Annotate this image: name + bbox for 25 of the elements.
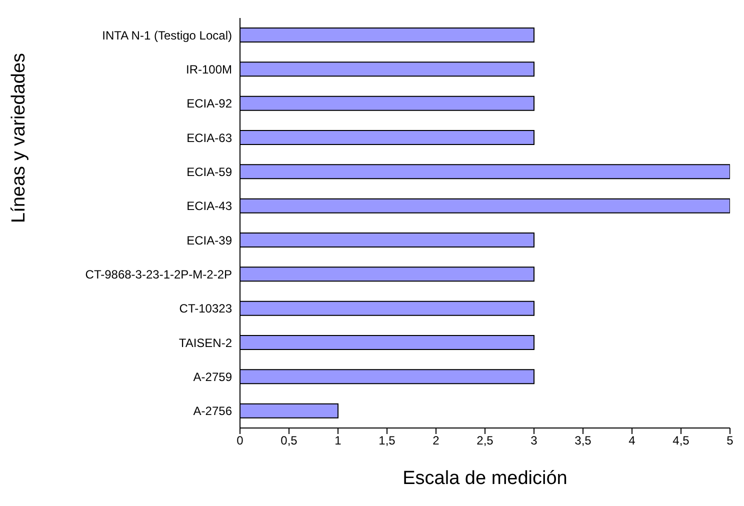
y-axis-title: Líneas y variedades — [8, 52, 30, 223]
y-tick-label: CT-9868-3-23-1-2P-M-2-2P — [85, 268, 232, 282]
x-tick-label: 1 — [334, 434, 342, 448]
x-tick-label: 3,5 — [574, 434, 592, 448]
x-tick-label: 2,5 — [476, 434, 494, 448]
y-tick-label: ECIA-63 — [186, 130, 232, 145]
x-tick-label: 0,5 — [280, 434, 298, 448]
y-tick-label: CT-10323 — [179, 302, 232, 316]
y-tick-label: ECIA-43 — [186, 199, 232, 214]
y-tick-label: ECIA-59 — [186, 165, 232, 180]
x-axis-title: Escala de medición — [402, 468, 568, 489]
y-tick-label: ECIA-39 — [186, 233, 232, 248]
x-tick-label: 4 — [628, 434, 636, 448]
x-tick-label: 2 — [432, 434, 440, 448]
y-tick-label: TAISEN-2 — [178, 336, 232, 350]
y-tick-label: INTA N-1 (Testigo Local) — [102, 28, 232, 42]
x-tick-label: 0 — [236, 434, 244, 448]
x-tick-label: 1,5 — [378, 434, 396, 448]
y-tick-label: IR-100M — [186, 62, 232, 77]
x-tick-label: 3 — [530, 434, 538, 448]
y-tick-label: A-2756 — [193, 404, 232, 418]
x-tick-label: 4,5 — [672, 434, 690, 448]
y-tick-label: A-2759 — [193, 370, 232, 384]
y-tick-label: ECIA-92 — [186, 96, 232, 111]
x-tick-label: 5 — [726, 434, 734, 448]
